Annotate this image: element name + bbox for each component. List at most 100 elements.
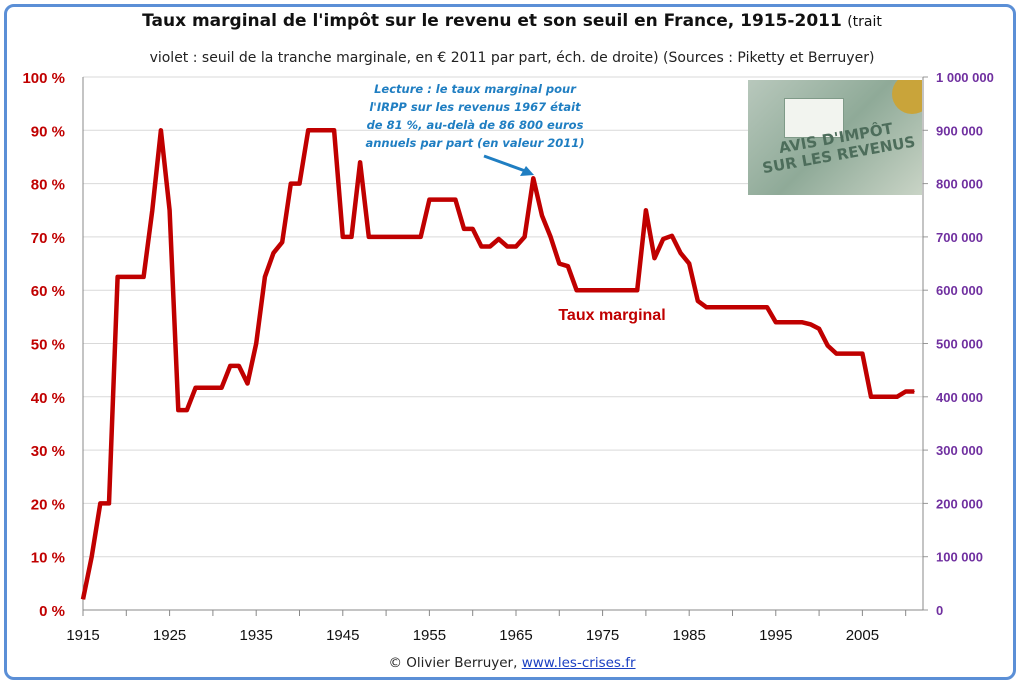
data-point xyxy=(186,409,188,411)
data-point xyxy=(82,598,84,600)
data-point xyxy=(870,396,872,398)
data-point xyxy=(706,306,708,308)
data-point xyxy=(385,236,387,238)
data-point xyxy=(463,228,465,230)
data-point xyxy=(298,183,300,185)
data-point xyxy=(801,321,803,323)
data-point xyxy=(402,236,404,238)
data-point xyxy=(203,387,205,389)
data-point xyxy=(498,238,500,240)
data-point xyxy=(654,257,656,259)
data-point xyxy=(731,306,733,308)
right-tick-label: 0 xyxy=(936,603,943,618)
x-tick-label: 1995 xyxy=(759,627,792,644)
data-point xyxy=(662,238,664,240)
left-tick-label: 20 % xyxy=(31,496,65,513)
data-point xyxy=(532,177,534,179)
data-point xyxy=(125,276,127,278)
data-point xyxy=(134,276,136,278)
data-point xyxy=(420,236,422,238)
data-point xyxy=(809,323,811,325)
series-line-taux-marginal xyxy=(80,128,915,600)
data-point xyxy=(584,289,586,291)
right-tick-label: 800 000 xyxy=(936,177,983,192)
data-point xyxy=(273,252,275,254)
data-point xyxy=(671,235,673,237)
data-point xyxy=(489,245,491,247)
data-point xyxy=(160,129,162,131)
x-tick-label: 1975 xyxy=(586,627,619,644)
data-point xyxy=(454,199,456,201)
data-point xyxy=(212,387,214,389)
data-point xyxy=(558,263,560,265)
data-point xyxy=(376,236,378,238)
data-point xyxy=(827,345,829,347)
x-tick-label: 2005 xyxy=(846,627,879,644)
x-tick-label: 1935 xyxy=(240,627,273,644)
data-point xyxy=(307,129,309,131)
data-point xyxy=(151,209,153,211)
chart-title: Taux marginal de l'impôt sur le revenu e… xyxy=(0,11,1024,31)
annotation-text: Lecture : le taux marginal pour l'IRPP s… xyxy=(365,82,585,150)
data-point xyxy=(117,276,119,278)
annotation-arrow xyxy=(483,154,529,174)
data-point xyxy=(541,215,543,217)
data-point xyxy=(221,387,223,389)
tax-notice-photo: AVIS D'IMPÔT SUR LES REVENUS xyxy=(748,80,922,195)
data-point xyxy=(887,396,889,398)
left-tick-label: 10 % xyxy=(31,550,65,567)
data-point xyxy=(853,353,855,355)
data-point xyxy=(714,306,716,308)
left-tick-label: 60 % xyxy=(31,283,65,300)
data-point xyxy=(264,276,266,278)
data-point xyxy=(411,236,413,238)
title-paren: (trait xyxy=(847,14,882,30)
left-tick-label: 100 % xyxy=(22,70,65,87)
data-point xyxy=(610,289,612,291)
data-point xyxy=(428,199,430,201)
data-point xyxy=(688,263,690,265)
data-point xyxy=(472,228,474,230)
chart-subtitle: violet : seuil de la tranche marginale, … xyxy=(149,50,875,66)
data-point xyxy=(879,396,881,398)
data-point xyxy=(255,343,257,344)
data-point xyxy=(740,306,742,308)
x-tick-label: 1985 xyxy=(672,627,705,644)
data-point xyxy=(368,236,370,238)
data-point xyxy=(783,321,785,323)
data-point xyxy=(844,353,846,355)
data-point xyxy=(749,306,751,308)
data-point xyxy=(506,245,508,247)
right-tick-label: 700 000 xyxy=(936,230,983,245)
data-point xyxy=(446,199,448,201)
data-point xyxy=(99,502,101,504)
republique-logo xyxy=(784,98,844,138)
right-tick-label: 400 000 xyxy=(936,390,983,405)
data-point xyxy=(835,353,837,355)
data-point xyxy=(290,183,292,185)
data-point xyxy=(108,502,110,504)
data-point xyxy=(91,556,93,558)
footer: © Olivier Berruyer, www.les-crises.fr xyxy=(0,655,1024,671)
data-point xyxy=(680,252,682,254)
data-point xyxy=(861,353,863,355)
data-point xyxy=(818,328,820,330)
coin-image xyxy=(892,80,922,114)
data-point xyxy=(576,289,578,291)
data-point xyxy=(169,209,171,211)
data-point xyxy=(636,289,638,291)
data-point xyxy=(480,245,482,247)
data-point xyxy=(350,236,352,238)
title-main: Taux marginal de l'impôt sur le revenu e… xyxy=(142,11,842,31)
data-point xyxy=(247,382,249,384)
footer-link[interactable]: www.les-crises.fr xyxy=(521,655,636,671)
left-tick-label: 90 % xyxy=(31,123,65,140)
left-tick-label: 50 % xyxy=(31,337,65,354)
right-tick-label: 100 000 xyxy=(936,550,983,565)
right-tick-label: 500 000 xyxy=(936,337,983,352)
x-tick-label: 1925 xyxy=(153,627,186,644)
footer-credit: © Olivier Berruyer, xyxy=(388,655,518,671)
data-point xyxy=(143,276,145,278)
data-point xyxy=(515,245,517,247)
data-point xyxy=(195,387,197,389)
